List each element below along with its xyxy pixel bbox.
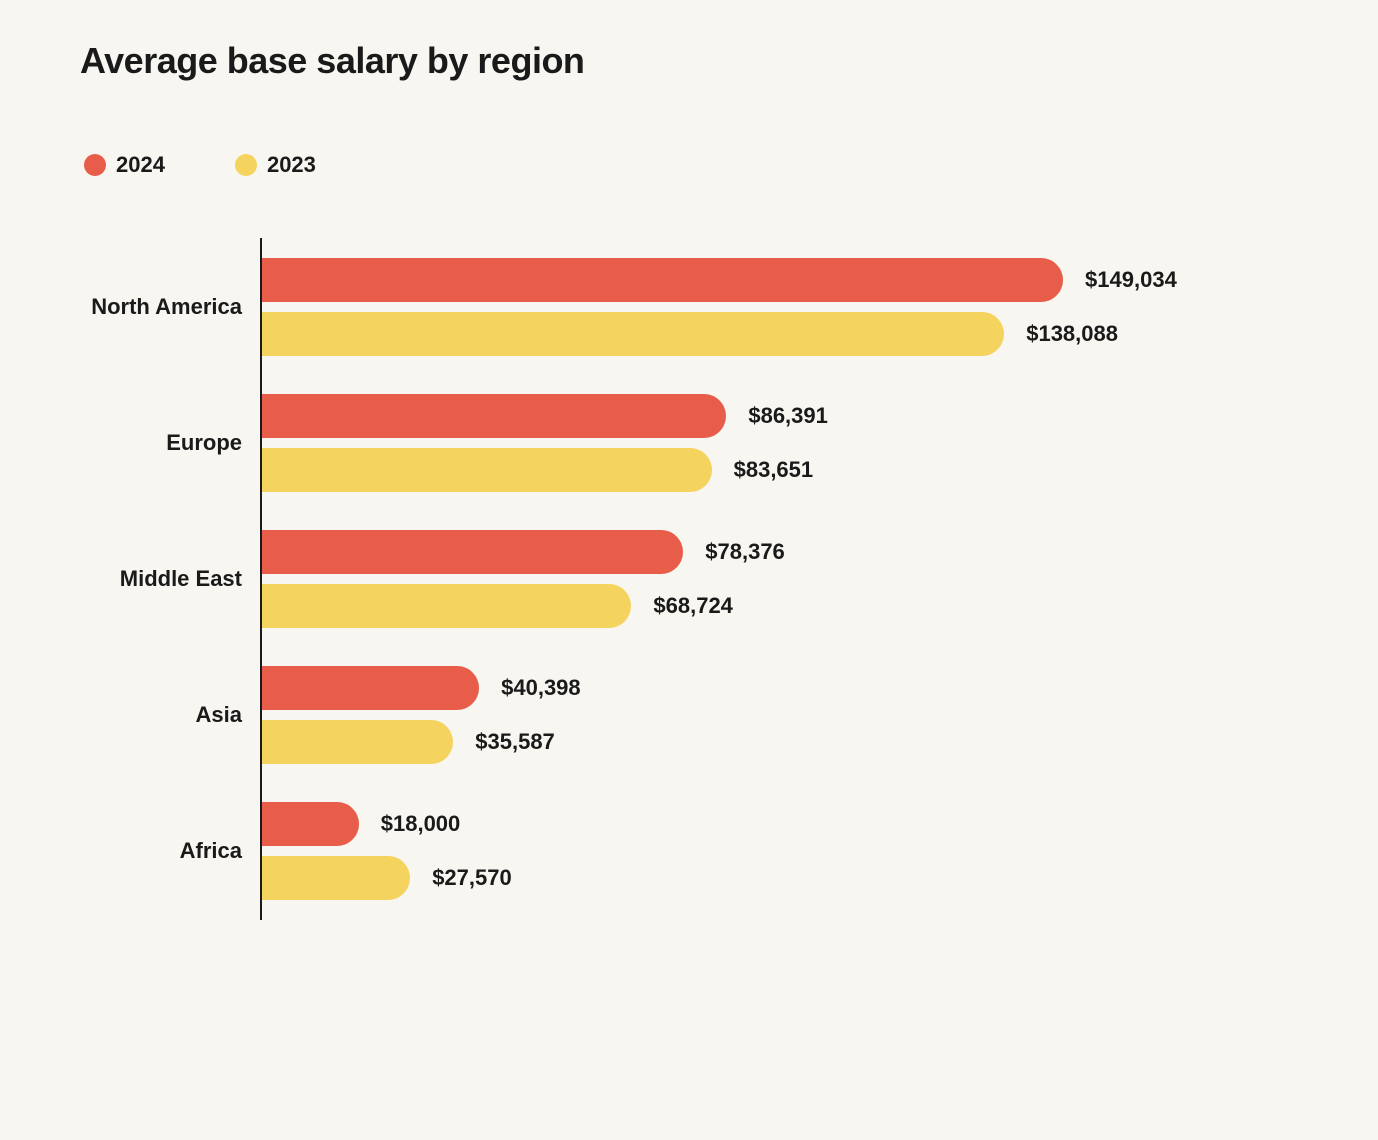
- bar-row: $27,570: [262, 856, 1298, 900]
- category-label: Europe: [166, 430, 242, 456]
- bar-group: $86,391 $83,651: [262, 394, 1298, 492]
- bar: [262, 312, 1004, 356]
- bar-group: $78,376 $68,724: [262, 530, 1298, 628]
- bar-group: $18,000 $27,570: [262, 802, 1298, 900]
- bar-value-label: $27,570: [432, 865, 512, 891]
- bar-group: $149,034 $138,088: [262, 258, 1298, 356]
- chart-area: North America Europe Middle East Asia Africa…: [80, 238, 1298, 920]
- bar-row: $35,587: [262, 720, 1298, 764]
- bar: [262, 666, 479, 710]
- bar-row: $138,088: [262, 312, 1298, 356]
- legend: 2024 2023: [80, 152, 1298, 178]
- bar-row: $78,376: [262, 530, 1298, 574]
- bar: [262, 530, 683, 574]
- bar-row: $18,000: [262, 802, 1298, 846]
- category-label: Middle East: [120, 566, 242, 592]
- category-label-wrap: Africa: [80, 802, 260, 900]
- category-label-wrap: Asia: [80, 666, 260, 764]
- legend-item-2023: 2023: [235, 152, 316, 178]
- category-label-wrap: Middle East: [80, 530, 260, 628]
- bar: [262, 394, 726, 438]
- bar-row: $149,034: [262, 258, 1298, 302]
- bar-value-label: $40,398: [501, 675, 581, 701]
- bar-row: $83,651: [262, 448, 1298, 492]
- bar-row: $86,391: [262, 394, 1298, 438]
- bar-value-label: $35,587: [475, 729, 555, 755]
- category-label-wrap: Europe: [80, 394, 260, 492]
- bar-value-label: $149,034: [1085, 267, 1177, 293]
- bar-value-label: $78,376: [705, 539, 785, 565]
- category-label: Africa: [180, 838, 242, 864]
- plot-area: $149,034 $138,088 $86,391 $83,651 $78,376 $68…: [260, 238, 1298, 920]
- bar-value-label: $68,724: [653, 593, 733, 619]
- bar-value-label: $138,088: [1026, 321, 1118, 347]
- bar: [262, 584, 631, 628]
- bar-value-label: $18,000: [381, 811, 461, 837]
- bar-group: $40,398 $35,587: [262, 666, 1298, 764]
- bar-value-label: $83,651: [734, 457, 814, 483]
- legend-dot-2024: [84, 154, 106, 176]
- legend-dot-2023: [235, 154, 257, 176]
- legend-item-2024: 2024: [84, 152, 165, 178]
- chart-title: Average base salary by region: [80, 40, 1298, 82]
- category-label: Asia: [196, 702, 242, 728]
- legend-label-2024: 2024: [116, 152, 165, 178]
- category-label-wrap: North America: [80, 258, 260, 356]
- legend-label-2023: 2023: [267, 152, 316, 178]
- y-axis-labels: North America Europe Middle East Asia Africa: [80, 238, 260, 920]
- bar-row: $68,724: [262, 584, 1298, 628]
- bar: [262, 448, 712, 492]
- bar: [262, 802, 359, 846]
- bar: [262, 856, 410, 900]
- bar-value-label: $86,391: [748, 403, 828, 429]
- bar: [262, 258, 1063, 302]
- bar: [262, 720, 453, 764]
- category-label: North America: [91, 294, 242, 320]
- bar-row: $40,398: [262, 666, 1298, 710]
